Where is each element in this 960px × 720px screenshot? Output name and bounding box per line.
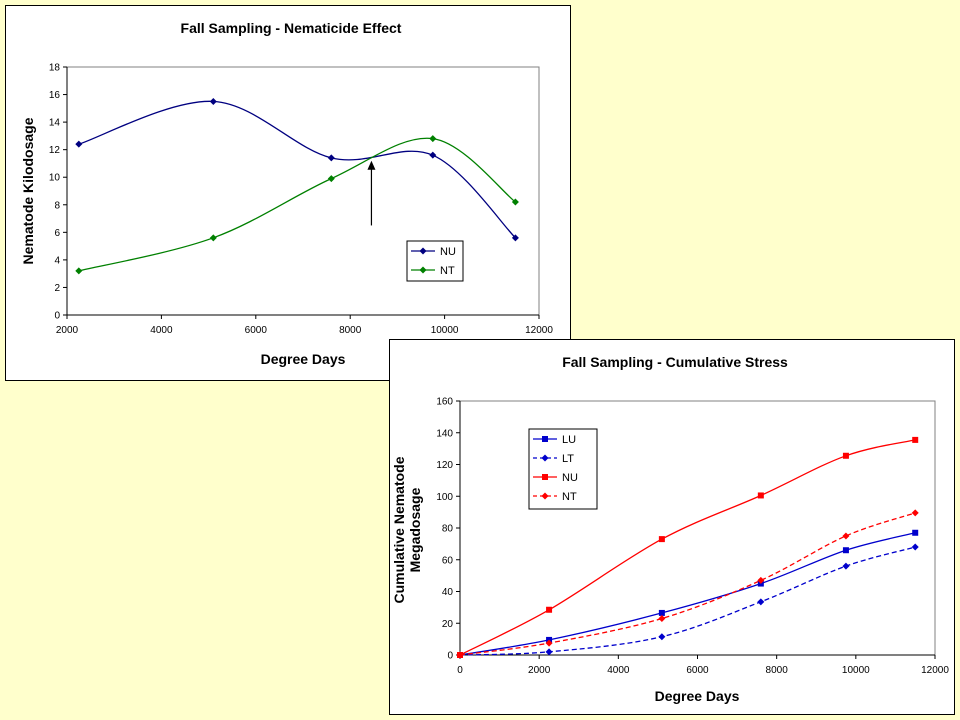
chart-1-y-tick-label: 0	[54, 311, 60, 322]
chart-1-legend: NU NT	[406, 240, 464, 282]
chart-1-x-tick-label: 2000	[56, 325, 79, 336]
chart-2-y-axis-title-line-1: Cumulative Nematode	[391, 456, 407, 603]
chart-1-x-tick-label: 10000	[431, 325, 459, 336]
chart-1-x-tick-label: 8000	[339, 325, 362, 336]
chart-2-legend-lu-label: LU	[562, 434, 576, 446]
chart-1-legend-nt-label: NT	[440, 265, 455, 277]
chart-2-x-tick-label: 6000	[686, 665, 709, 676]
chart-1-y-axis-title: Nematode Kilodosage	[20, 117, 36, 264]
chart-2-title: Fall Sampling - Cumulative Stress	[562, 354, 788, 370]
chart-2-series-lt-point	[911, 543, 919, 551]
chart-1-series-nu-point	[75, 140, 83, 148]
chart-2-series-nt-point	[911, 509, 919, 517]
chart-2-series-lu-point	[658, 609, 665, 616]
chart-2-legend-nu-marker	[542, 474, 548, 480]
chart-1-y-tick-label: 14	[49, 118, 61, 129]
chart-2-legend-lu-marker	[542, 436, 548, 442]
chart-2-series-nu-point	[658, 536, 665, 543]
chart-1-series-nu-point	[429, 151, 437, 159]
chart-1-series-nt-point	[327, 175, 335, 183]
chart-2-series-nu-point	[757, 492, 764, 499]
chart-1-series-nu-point	[511, 234, 519, 242]
chart-1-y-tick-label: 10	[49, 173, 61, 184]
chart-nematicide-effect: Fall Sampling - Nematicide Effect 0 2 4 6 8 1…	[5, 5, 571, 381]
chart-2-y-tick-label: 100	[436, 492, 453, 503]
chart-1-series-nt-point	[209, 234, 217, 242]
chart-2-series-lu-point	[912, 529, 919, 536]
chart-2-y-tick-label: 80	[442, 524, 454, 535]
chart-2-series-lt-point	[757, 598, 765, 606]
chart-1-y-tick-label: 4	[54, 255, 60, 266]
chart-2-y-axis-title-line-2: Megadosage	[407, 487, 423, 572]
chart-1-series-nu-line	[78, 100, 516, 239]
chart-2-x-tick-label: 2000	[528, 665, 551, 676]
chart-2-y-tick-label: 20	[442, 619, 454, 630]
chart-1-legend-nu-marker	[419, 247, 427, 255]
chart-1-series-nt-point	[511, 198, 519, 206]
chart-1-y-tick-label: 2	[54, 283, 60, 294]
chart-2-series-lt-point	[842, 562, 850, 570]
chart-2-x-tick-label: 10000	[842, 665, 870, 676]
chart-1-series-nt-point	[429, 135, 437, 143]
chart-2-svg: Fall Sampling - Cumulative Stress 0 20 40 6…	[391, 354, 949, 704]
chart-1-plot-area	[66, 66, 540, 316]
chart-2-legend-lt-label: LT	[562, 453, 574, 465]
chart-2-series-nt-point	[757, 576, 765, 584]
chart-2-x-tick-label: 4000	[607, 665, 630, 676]
chart-1-y-tick-label: 6	[54, 228, 60, 239]
chart-2-series-nt-point	[545, 639, 553, 647]
chart-2-legend-lt-marker	[541, 454, 549, 462]
chart-2-series-lu-point	[842, 547, 849, 554]
chart-1-y-tick-label: 12	[49, 145, 61, 156]
chart-2-series-lt-point	[658, 633, 666, 641]
chart-2-series-lt-point	[545, 648, 553, 656]
chart-1-y-tick-label: 8	[54, 200, 60, 211]
chart-1-x-tick-label: 6000	[245, 325, 268, 336]
chart-2-series-nu-point	[912, 436, 919, 443]
chart-1-legend-nu-label: NU	[440, 246, 456, 258]
chart-1-svg: Fall Sampling - Nematicide Effect 0 2 4 6 8 1…	[20, 20, 553, 367]
chart-2-legend-nt-label: NT	[562, 491, 577, 503]
chart-1-y-tick-label: 16	[49, 90, 61, 101]
chart-2-series-nu-point	[842, 452, 849, 459]
chart-2-legend: LU LT NU NT	[528, 428, 598, 510]
chart-2-x-tick-label: 8000	[766, 665, 789, 676]
chart-1-x-tick-label: 4000	[150, 325, 173, 336]
chart-1-legend-nt-marker	[419, 266, 427, 274]
chart-2-legend-nu-label: NU	[562, 472, 578, 484]
chart-1-x-tick-label: 12000	[525, 325, 553, 336]
chart-2-series-nu-point	[546, 606, 553, 613]
chart-1-x-axis-title: Degree Days	[261, 351, 346, 367]
chart-2-x-tick-label: 12000	[921, 665, 949, 676]
chart-2-y-tick-label: 40	[442, 587, 454, 598]
chart-2-y-tick-label: 120	[436, 460, 453, 471]
chart-2-x-tick-label: 0	[457, 665, 463, 676]
chart-2-y-tick-label: 140	[436, 428, 453, 439]
chart-1-series-nu-point	[209, 97, 217, 105]
chart-1-y-tick-label: 18	[49, 63, 61, 74]
chart-1-arrow-head	[367, 160, 376, 170]
chart-2-y-tick-label: 60	[442, 555, 454, 566]
chart-cumulative-stress: Fall Sampling - Cumulative Stress 0 20 40 6…	[389, 339, 955, 715]
chart-2-y-tick-label: 160	[436, 397, 453, 408]
chart-2-series-nt-point	[658, 614, 666, 622]
chart-1-legend-box	[406, 240, 464, 282]
chart-1-title: Fall Sampling - Nematicide Effect	[181, 20, 402, 36]
chart-2-y-axis-title: Cumulative Nematode Megadosage	[391, 456, 423, 603]
chart-2-series-nt-point	[842, 532, 850, 540]
chart-2-x-axis-title: Degree Days	[655, 688, 740, 704]
chart-2-series-nt-point	[456, 651, 464, 659]
chart-2-legend-nt-marker	[541, 492, 549, 500]
chart-2-series-nt-line	[459, 512, 916, 656]
chart-1-series-nu-point	[327, 154, 335, 162]
chart-1-series-nt-point	[75, 267, 83, 275]
chart-2-y-tick-label: 0	[447, 651, 453, 662]
